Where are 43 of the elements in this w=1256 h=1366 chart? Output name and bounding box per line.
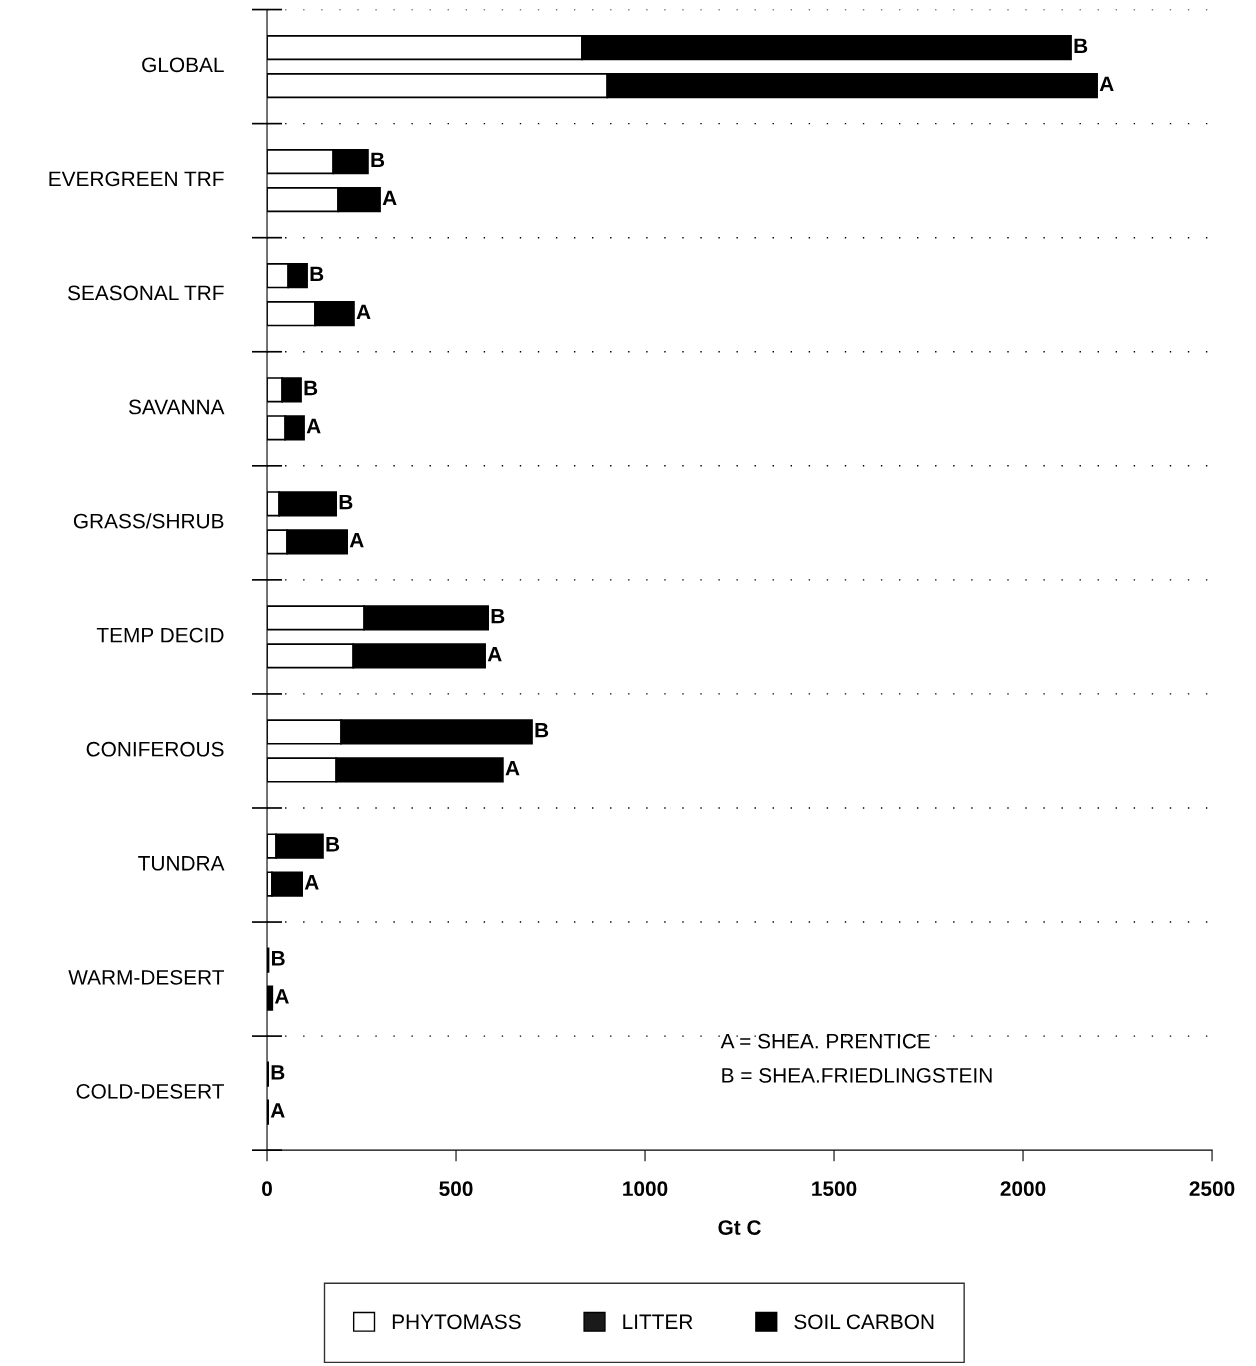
data-label: A: [304, 875, 319, 890]
x-tick-label: 1500: [812, 1181, 857, 1197]
legend-label: LITTER: [623, 1314, 693, 1329]
annotation: B = SHEA.FRIEDLINGSTEIN: [722, 1068, 992, 1083]
x-tick-label: 1000: [623, 1181, 668, 1197]
data-label: A: [487, 646, 502, 662]
bar: [271, 871, 304, 897]
data-label: A: [349, 532, 364, 548]
y-tick-label: CONIFEROUS: [86, 741, 224, 757]
data-label: A: [274, 989, 289, 1004]
x-tick-label: 500: [439, 1181, 473, 1197]
x-axis-title: Gt C: [718, 1220, 761, 1235]
y-tick-label: SEASONAL TRF: [67, 285, 224, 301]
y-tick-label: WARM-DESERT: [68, 969, 225, 985]
data-label: B: [535, 723, 549, 738]
data-label: B: [339, 494, 353, 510]
data-label: B: [326, 837, 340, 852]
data-label: B: [271, 1065, 285, 1080]
legend-label: PHYTOMASS: [392, 1314, 521, 1330]
data-label: B: [310, 266, 324, 282]
y-tick-label: GRASS/SHRUB: [73, 513, 224, 529]
data-label: B: [371, 152, 385, 168]
y-tick-label: GLOBAL: [142, 57, 224, 73]
y-tick-label: EVERGREEN TRF: [49, 171, 224, 187]
data-label: B: [304, 380, 318, 396]
data-label: B: [491, 608, 505, 624]
x-tick-label: 0: [262, 1181, 272, 1197]
y-tick-label: COLD-DESERT: [76, 1083, 225, 1099]
data-label: A: [306, 418, 321, 434]
data-label: A: [505, 761, 520, 776]
annotation: A = SHEA. PRENTICE: [720, 1033, 930, 1049]
x-tick-label: 2000: [1000, 1181, 1046, 1197]
y-tick-label: TEMP DECID: [96, 627, 224, 643]
data-label: A: [270, 1103, 285, 1118]
data-label: A: [1099, 76, 1114, 91]
y-tick-label: SAVANNA: [128, 399, 225, 415]
data-label: A: [382, 190, 397, 206]
data-label: B: [272, 951, 285, 966]
data-label: A: [356, 304, 371, 320]
data-label: B: [1074, 38, 1088, 53]
x-tick-label: 2500: [1189, 1181, 1235, 1197]
legend-label: SOIL CARBON: [794, 1314, 934, 1330]
y-tick-label: TUNDRA: [138, 856, 225, 871]
